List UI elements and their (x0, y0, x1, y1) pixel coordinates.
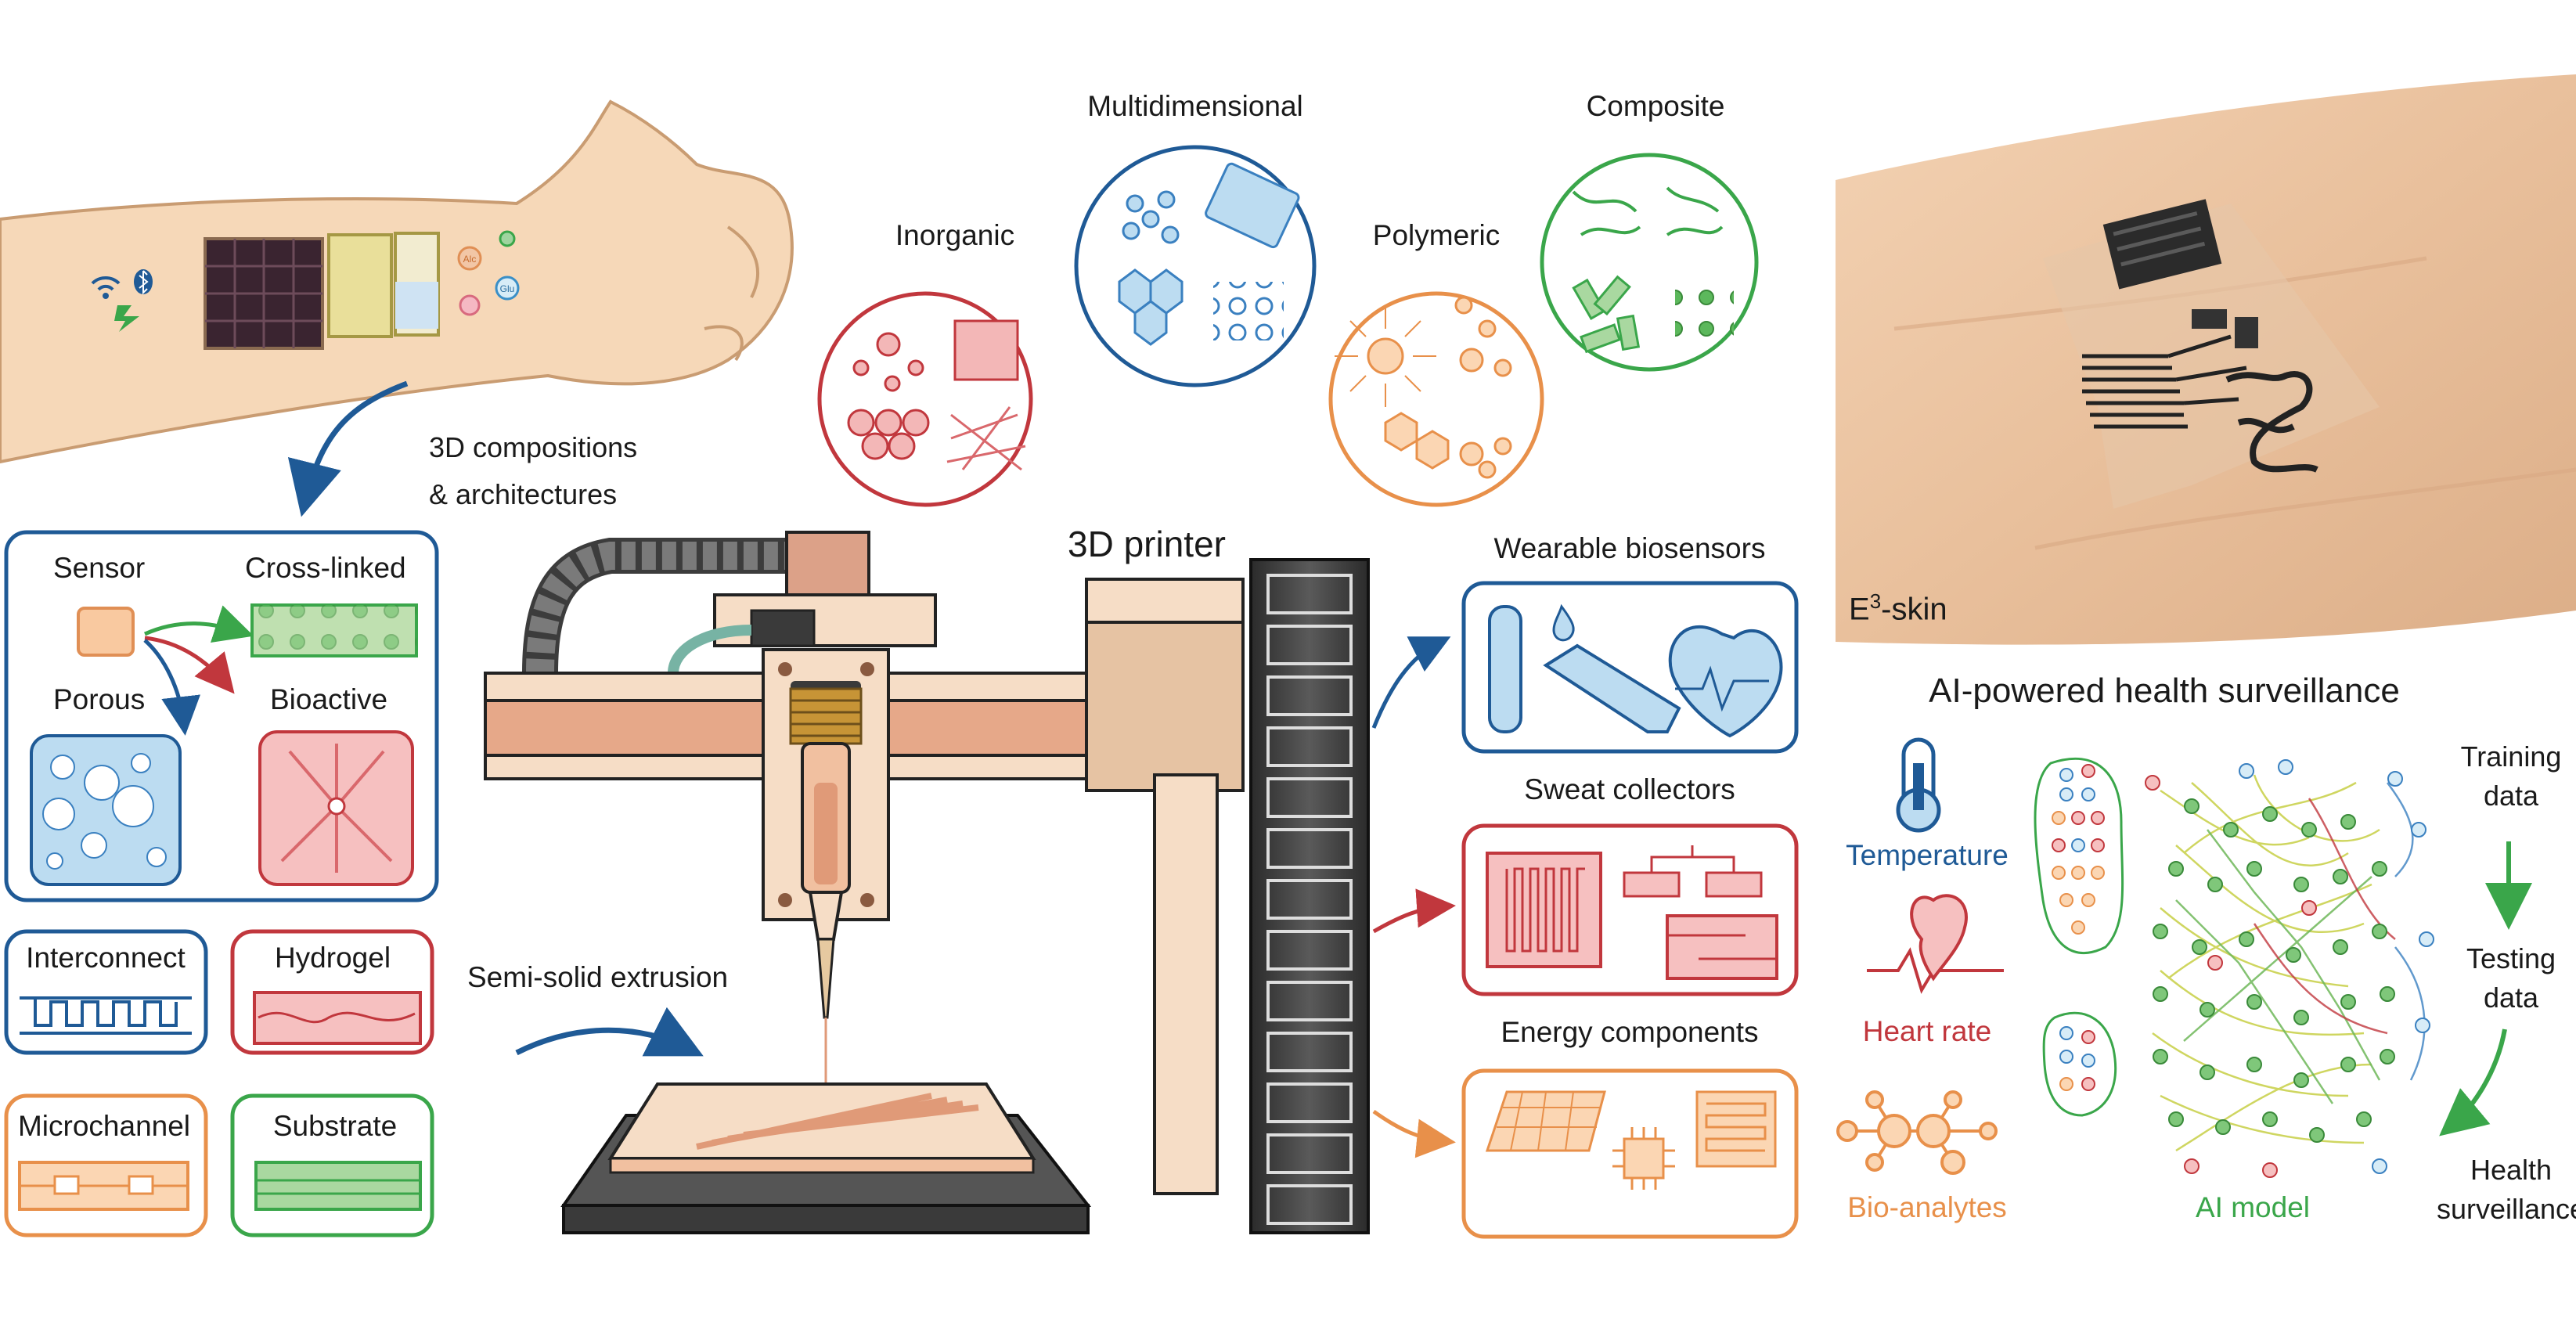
label-ai-model: AI model (2195, 1191, 2311, 1223)
label-heart-rate: Heart rate (1862, 1015, 1992, 1047)
label-inorganic: Inorganic (895, 219, 1015, 251)
label-polymeric: Polymeric (1372, 219, 1501, 251)
multidimensional-circle (1074, 145, 1317, 387)
sweat-drop-icon (499, 230, 516, 247)
label-cross-linked: Cross-linked (245, 552, 406, 584)
sensor-square (77, 607, 135, 657)
sensor-patch (327, 232, 440, 338)
thermometer-icon (1488, 605, 1522, 733)
polymeric-circle (1328, 291, 1544, 507)
label-testing-data-line-2: data (2483, 982, 2539, 1014)
label-training-data-line-2: data (2483, 780, 2539, 812)
arrow-to-energy (1372, 1109, 1456, 1158)
label-substrate: Substrate (272, 1110, 398, 1142)
substrate-swatch (254, 1161, 422, 1211)
hydrogel-swatch (253, 991, 422, 1045)
label-interconnect: Interconnect (26, 942, 186, 974)
label-bio-analytes: Bio-analytes (1847, 1191, 2007, 1223)
photo-caption: E3-skin (1849, 589, 1947, 627)
label-testing-data-line-1: Testing (2466, 942, 2556, 974)
ai-title: AI-powered health surveillance (1929, 672, 2400, 710)
porous-block (30, 734, 182, 886)
bluetooth-icon (134, 269, 153, 295)
photo-caption-prefix: E (1849, 592, 1870, 627)
badge-alc: Alc (463, 254, 477, 265)
label-testing-data: Testing data (2466, 939, 2556, 1018)
label-health-surveillance: Health surveillance (2437, 1151, 2576, 1229)
label-sensor: Sensor (53, 552, 146, 584)
photo-caption-suffix: -skin (1881, 592, 1947, 627)
belt-links (1266, 574, 1353, 1225)
label-health-surveillance-line-1: Health (2470, 1154, 2553, 1186)
badge-glu: Glu (500, 283, 515, 294)
wifi-icon (91, 276, 121, 299)
energy-icons (1485, 1090, 1777, 1190)
label-composite: Composite (1586, 90, 1725, 122)
energy-bolt-icon (114, 305, 139, 332)
arrow-testing-to-health (2439, 1028, 2507, 1136)
training-data-blob (2034, 757, 2124, 954)
arm-arrow (287, 380, 409, 517)
label-energy-components: Energy components (1501, 1016, 1759, 1048)
bioactive-block (258, 730, 414, 886)
label-bioactive: Bioactive (270, 683, 388, 715)
e3-skin-photo (1836, 74, 2576, 645)
sweat-channels (1486, 845, 1778, 980)
label-porous: Porous (53, 683, 146, 715)
arrow-to-sweat (1372, 888, 1456, 934)
testing-data-blob (2042, 1011, 2117, 1117)
label-temperature: Temperature (1846, 839, 2009, 871)
interconnect-panel (4, 929, 208, 1055)
label-semi-solid-extrusion: Semi-solid extrusion (467, 961, 729, 993)
heart-icon (459, 294, 481, 316)
printer-title: 3D printer (1068, 524, 1226, 564)
arm-caption: 3D compositions & architectures (429, 424, 637, 518)
extrusion-arrow (515, 1007, 704, 1057)
label-multidimensional: Multidimensional (1087, 90, 1303, 122)
arrow-to-bioactive (144, 636, 235, 694)
arm-caption-line-2: & architectures (429, 478, 618, 510)
ai-model-network (2145, 759, 2434, 1178)
label-wearable-biosensors: Wearable biosensors (1493, 532, 1766, 564)
arm-illustration: Alc Glu (0, 99, 794, 464)
interconnect-trace (20, 996, 192, 1035)
printer-illustration (484, 531, 1370, 1234)
inorganic-circle (817, 291, 1033, 507)
temperature-icon (1896, 737, 1941, 833)
arrow-to-crosslinked (143, 605, 254, 643)
label-health-surveillance-line-2: surveillance (2436, 1193, 2576, 1225)
composite-circle (1540, 153, 1759, 372)
label-hydrogel: Hydrogel (274, 942, 391, 974)
label-training-data: Training data (2461, 737, 2562, 816)
label-microchannel: Microchannel (17, 1110, 191, 1142)
heart-organ-icon (1668, 625, 1783, 738)
label-sweat-collectors: Sweat collectors (1524, 773, 1735, 805)
photo-caption-sup: 3 (1869, 589, 1882, 613)
drop-icon (1552, 603, 1575, 642)
bio-analytes-icon (1836, 1090, 1998, 1175)
label-training-data-line-1: Training (2460, 740, 2562, 773)
arm-caption-line-1: 3D compositions (429, 431, 638, 463)
solar-cell-patch (204, 237, 324, 350)
patch-icon (1543, 643, 1681, 733)
arrow-to-wearable (1371, 636, 1451, 729)
heart-rate-icon (1867, 894, 2004, 994)
arrow-to-porous (143, 639, 200, 736)
